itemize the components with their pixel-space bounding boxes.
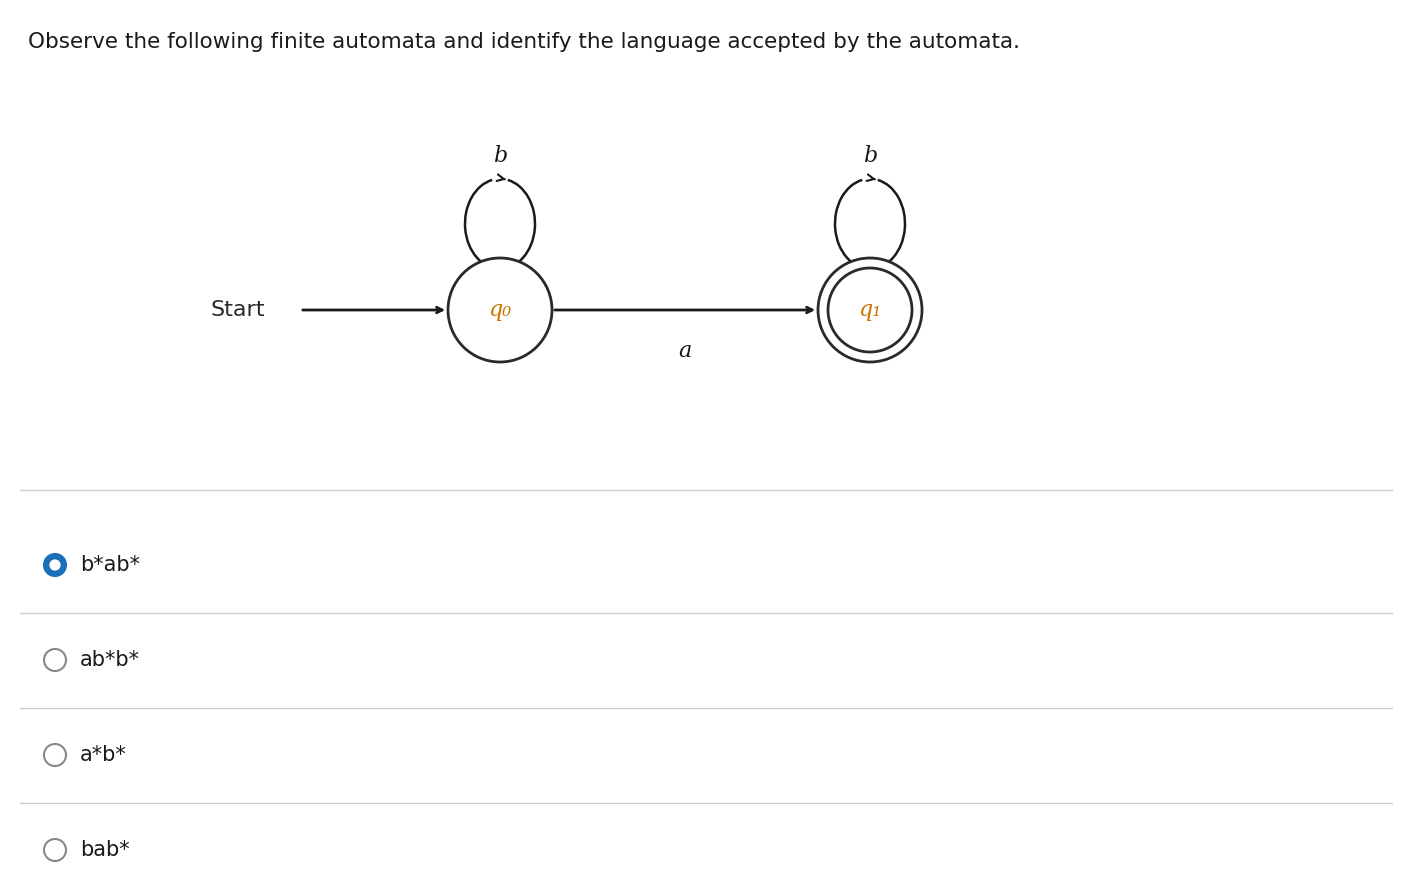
Circle shape	[44, 839, 66, 861]
Text: Observe the following finite automata and identify the language accepted by the : Observe the following finite automata an…	[28, 32, 1019, 52]
Text: b: b	[493, 145, 507, 167]
Circle shape	[44, 649, 66, 671]
Text: q₀: q₀	[489, 299, 511, 321]
Circle shape	[448, 258, 552, 362]
Text: Start: Start	[210, 300, 265, 320]
Circle shape	[49, 560, 59, 570]
Text: q₁: q₁	[858, 299, 881, 321]
Text: ab*b*: ab*b*	[80, 650, 140, 670]
Text: a: a	[678, 340, 692, 362]
Circle shape	[44, 554, 66, 576]
Circle shape	[818, 258, 922, 362]
Circle shape	[44, 744, 66, 766]
Text: bab*: bab*	[80, 840, 130, 860]
Text: b*ab*: b*ab*	[80, 555, 140, 575]
Text: a*b*: a*b*	[80, 745, 127, 765]
Text: b: b	[863, 145, 877, 167]
